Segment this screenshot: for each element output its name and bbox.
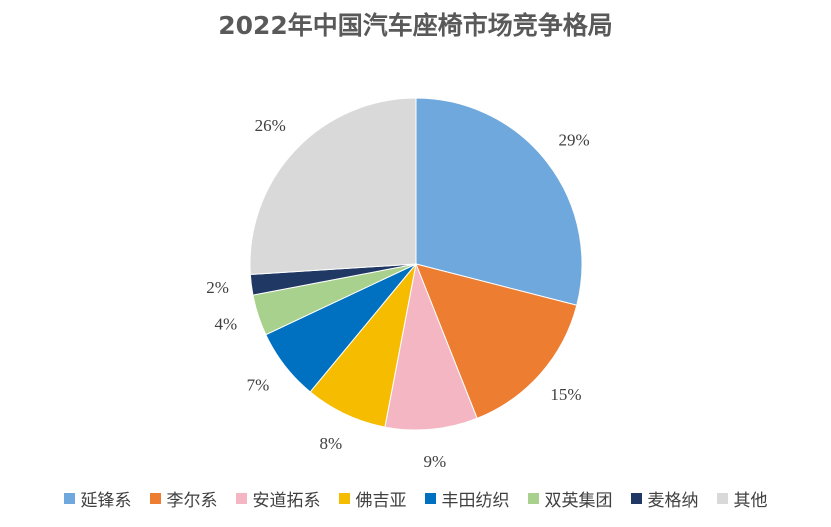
legend-swatch [338, 493, 350, 504]
legend-swatch [424, 493, 436, 504]
legend-item-4: 佛吉亚 [338, 486, 407, 511]
legend-swatch [63, 493, 75, 504]
chart-legend: 延锋系 李尔系 安道拓系 佛吉亚 丰田纺织 双英集团 麦格纳 其他 [0, 486, 831, 511]
legend-swatch [716, 493, 728, 504]
chart-title: 2022年中国汽车座椅市场竞争格局 [218, 11, 613, 40]
legend-label: 延锋系 [80, 491, 132, 511]
pie-slice-1 [415, 97, 583, 306]
legend-item-7: 麦格纳 [630, 486, 699, 511]
legend-label: 安道拓系 [252, 491, 321, 511]
data-label-1: 29% [558, 130, 589, 149]
legend-swatch [527, 493, 539, 504]
data-label-7: 2% [206, 278, 229, 297]
pie-slice-8 [249, 97, 417, 275]
data-label-5: 7% [247, 375, 270, 394]
data-label-6: 4% [214, 315, 237, 334]
legend-swatch [149, 493, 161, 504]
data-label-2: 15% [550, 385, 581, 404]
legend-item-8: 其他 [716, 486, 768, 511]
legend-item-2: 李尔系 [149, 486, 218, 511]
legend-label: 李尔系 [166, 491, 218, 511]
pie-slice-3 [384, 262, 478, 431]
pie-slice-2 [415, 263, 578, 419]
legend-label: 丰田纺织 [441, 491, 510, 511]
data-label-8: 26% [255, 116, 286, 135]
legend-label: 佛吉亚 [355, 491, 407, 511]
legend-label: 其他 [733, 491, 768, 511]
data-label-4: 8% [320, 434, 343, 453]
legend-item-6: 双英集团 [527, 486, 613, 511]
data-label-3: 9% [423, 452, 446, 471]
legend-item-3: 安道拓系 [235, 486, 321, 511]
legend-item-1: 延锋系 [63, 486, 132, 511]
legend-label: 麦格纳 [647, 491, 699, 511]
legend-swatch [235, 493, 247, 504]
legend-item-5: 丰田纺织 [424, 486, 510, 511]
legend-swatch [630, 493, 642, 504]
legend-label: 双英集团 [544, 491, 613, 511]
